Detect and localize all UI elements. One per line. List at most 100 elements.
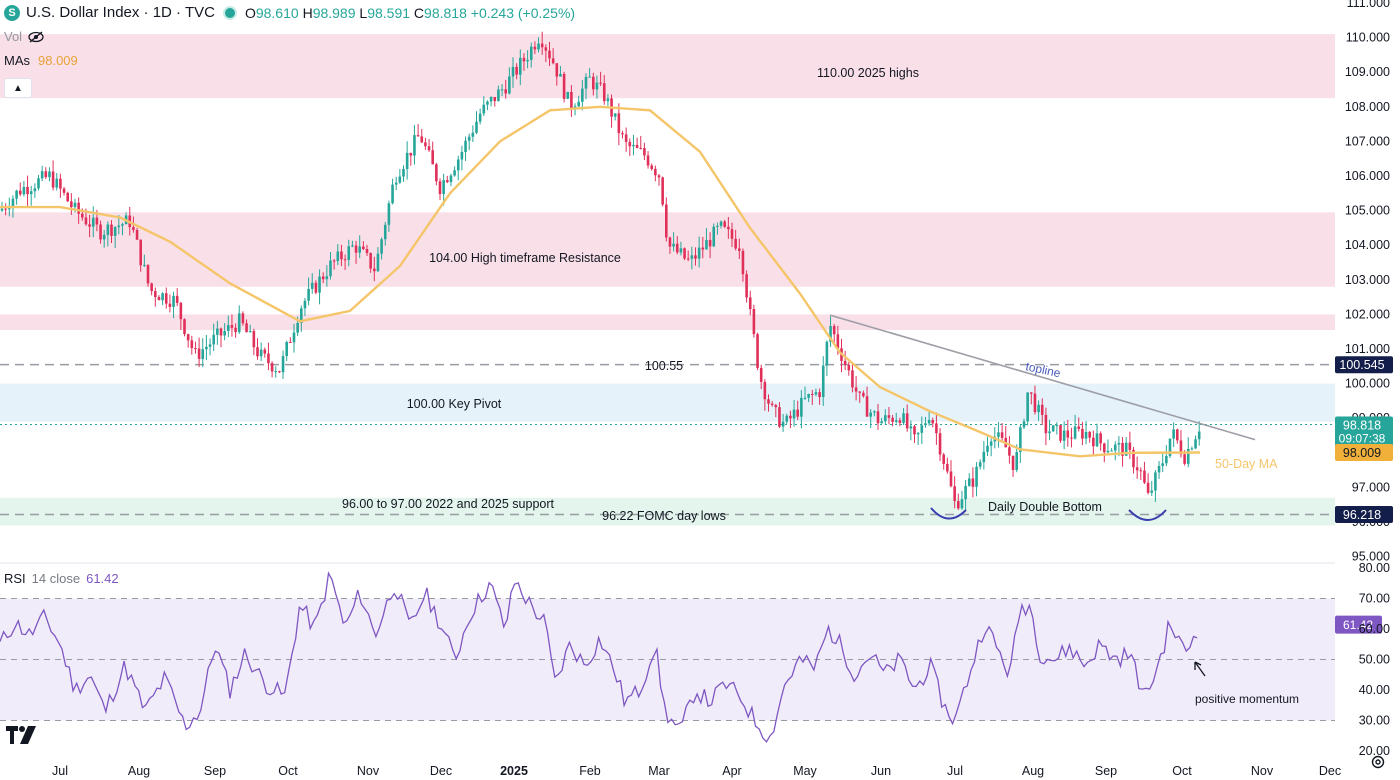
time-tick-aug: Aug <box>1022 764 1044 778</box>
candle-body <box>898 420 902 423</box>
tradingview-logo-icon[interactable] <box>6 726 40 744</box>
candle-body <box>811 393 814 395</box>
candle-body <box>909 426 913 429</box>
candle-body <box>1168 438 1172 456</box>
candle-body <box>602 83 606 102</box>
price-tick: 102.000 <box>1345 307 1390 321</box>
candle-body <box>665 204 668 238</box>
candle-body <box>537 43 540 50</box>
price-tick: 95.000 <box>1352 550 1390 564</box>
gear-icon[interactable] <box>1370 754 1386 770</box>
zone-2025-highs <box>0 34 1335 99</box>
candle-body <box>1037 404 1040 413</box>
candle-body <box>1008 447 1011 456</box>
candle-body <box>245 323 248 333</box>
candle-body <box>102 234 106 240</box>
zone-102 <box>0 314 1335 330</box>
candle-body <box>712 226 716 247</box>
candle-body <box>310 282 314 289</box>
candle-body <box>581 88 584 102</box>
candle-body <box>44 171 48 178</box>
candle-body <box>274 371 278 373</box>
candle-body <box>785 415 789 422</box>
candle-body <box>1179 440 1183 455</box>
price-tick: 111.000 <box>1347 0 1390 10</box>
candle-body <box>154 291 157 298</box>
candle-body <box>493 96 497 102</box>
candle-body <box>646 155 650 166</box>
candle-body <box>880 421 883 424</box>
price-tick: 107.000 <box>1345 134 1390 148</box>
candle-body <box>927 420 931 424</box>
candle-body <box>281 356 285 373</box>
volume-legend[interactable]: Vol <box>4 29 44 44</box>
time-tick-nov: Nov <box>1251 764 1274 778</box>
candle-body <box>237 313 241 333</box>
candle-body <box>208 344 212 347</box>
zone-support-label: 96.00 to 97.00 2022 and 2025 support <box>342 497 555 511</box>
badge-ma <box>1335 443 1393 461</box>
candle-body <box>270 363 274 372</box>
candle-body <box>595 82 599 90</box>
candle-body <box>887 415 891 418</box>
candle-body <box>227 325 230 331</box>
candle-body <box>1186 448 1190 464</box>
price-axis: 111.000 110.000 109.000 108.000 107.000 106.0… <box>1335 0 1393 564</box>
candle-body <box>920 425 924 433</box>
level-100-55-label: 100.55 <box>645 359 683 373</box>
rsi-tick: 80.00 <box>1359 561 1390 575</box>
zone-key-pivot <box>0 383 1335 422</box>
mas-value: 98.009 <box>38 53 78 68</box>
candle-body <box>916 432 920 435</box>
candle-body <box>194 348 197 350</box>
candle-body <box>117 225 121 228</box>
candle-body <box>683 248 686 259</box>
candle-body <box>661 177 664 205</box>
candle-body <box>201 349 205 359</box>
candle-body <box>471 132 475 137</box>
market-status-icon[interactable] <box>224 7 235 18</box>
candle-body <box>292 332 296 343</box>
candle-body <box>562 73 566 99</box>
candle-body <box>1135 467 1139 471</box>
candle-body <box>789 415 792 419</box>
chevron-up-icon[interactable]: ▲ <box>4 78 32 98</box>
candle-body <box>497 89 500 102</box>
candle-body <box>303 300 307 309</box>
candle-body <box>1190 448 1194 450</box>
candle-body <box>259 349 263 357</box>
candle-body <box>1066 430 1070 438</box>
symbol-title[interactable]: U.S. Dollar Index · 1D · TVC <box>26 4 215 21</box>
ohlc-values: O98.610 H98.989 L98.591 C98.818 +0.243 (… <box>244 4 576 21</box>
eye-hidden-icon[interactable] <box>28 31 44 43</box>
close-value: 98.818 <box>424 4 467 21</box>
rsi-legend[interactable]: RSI 14 close 61.42 <box>4 571 119 586</box>
mas-legend[interactable]: MAs 98.009 <box>4 53 78 68</box>
rsi-tick: 60.00 <box>1359 622 1390 636</box>
candle-body <box>522 57 526 62</box>
candle-body <box>894 420 898 422</box>
candle-body <box>369 253 372 269</box>
candle-body <box>1128 442 1132 450</box>
candle-body <box>639 147 643 149</box>
candle-body <box>1117 442 1121 445</box>
mas-label: MAs <box>4 53 30 68</box>
candle-body <box>321 276 325 280</box>
symbol-logo-icon[interactable]: S <box>4 4 20 21</box>
candle-body <box>230 325 234 328</box>
candle-body <box>752 309 756 335</box>
candle-body <box>4 208 7 210</box>
candle-body <box>935 423 938 434</box>
candle-body <box>668 237 672 247</box>
candle-body <box>84 217 88 225</box>
candle-body <box>511 66 515 77</box>
candle-body <box>300 308 303 323</box>
candle-body <box>325 276 329 280</box>
low-value: 98.591 <box>367 4 411 21</box>
candle-body <box>394 182 398 185</box>
candle-body <box>686 258 690 260</box>
candle-body <box>205 346 208 350</box>
candle-body <box>544 47 548 51</box>
candle-body <box>854 387 858 392</box>
